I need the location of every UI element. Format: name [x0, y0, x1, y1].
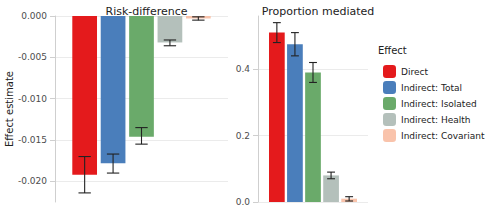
svg-text:-0.010: -0.010 [18, 94, 47, 104]
svg-text:0.2: 0.2 [236, 131, 250, 141]
svg-text:0.0: 0.0 [236, 197, 251, 207]
svg-text:Direct: Direct [401, 67, 428, 77]
svg-text:Indirect: Isolated: Indirect: Isolated [401, 99, 477, 109]
svg-text:Proportion mediated: Proportion mediated [262, 5, 375, 18]
svg-text:0.000: 0.000 [21, 11, 47, 21]
svg-text:Indirect: Health: Indirect: Health [401, 115, 471, 125]
svg-text:-0.020: -0.020 [18, 176, 47, 186]
svg-text:Indirect: Covariant: Indirect: Covariant [401, 131, 485, 141]
svg-text:-0.015: -0.015 [18, 135, 47, 145]
svg-text:-0.005: -0.005 [18, 52, 47, 62]
svg-text:Effect: Effect [378, 45, 407, 56]
svg-text:Risk-difference: Risk-difference [106, 5, 188, 18]
svg-text:Indirect: Total: Indirect: Total [401, 83, 462, 93]
svg-text:0.4: 0.4 [236, 64, 251, 74]
svg-text:Effect estimate: Effect estimate [4, 71, 15, 147]
